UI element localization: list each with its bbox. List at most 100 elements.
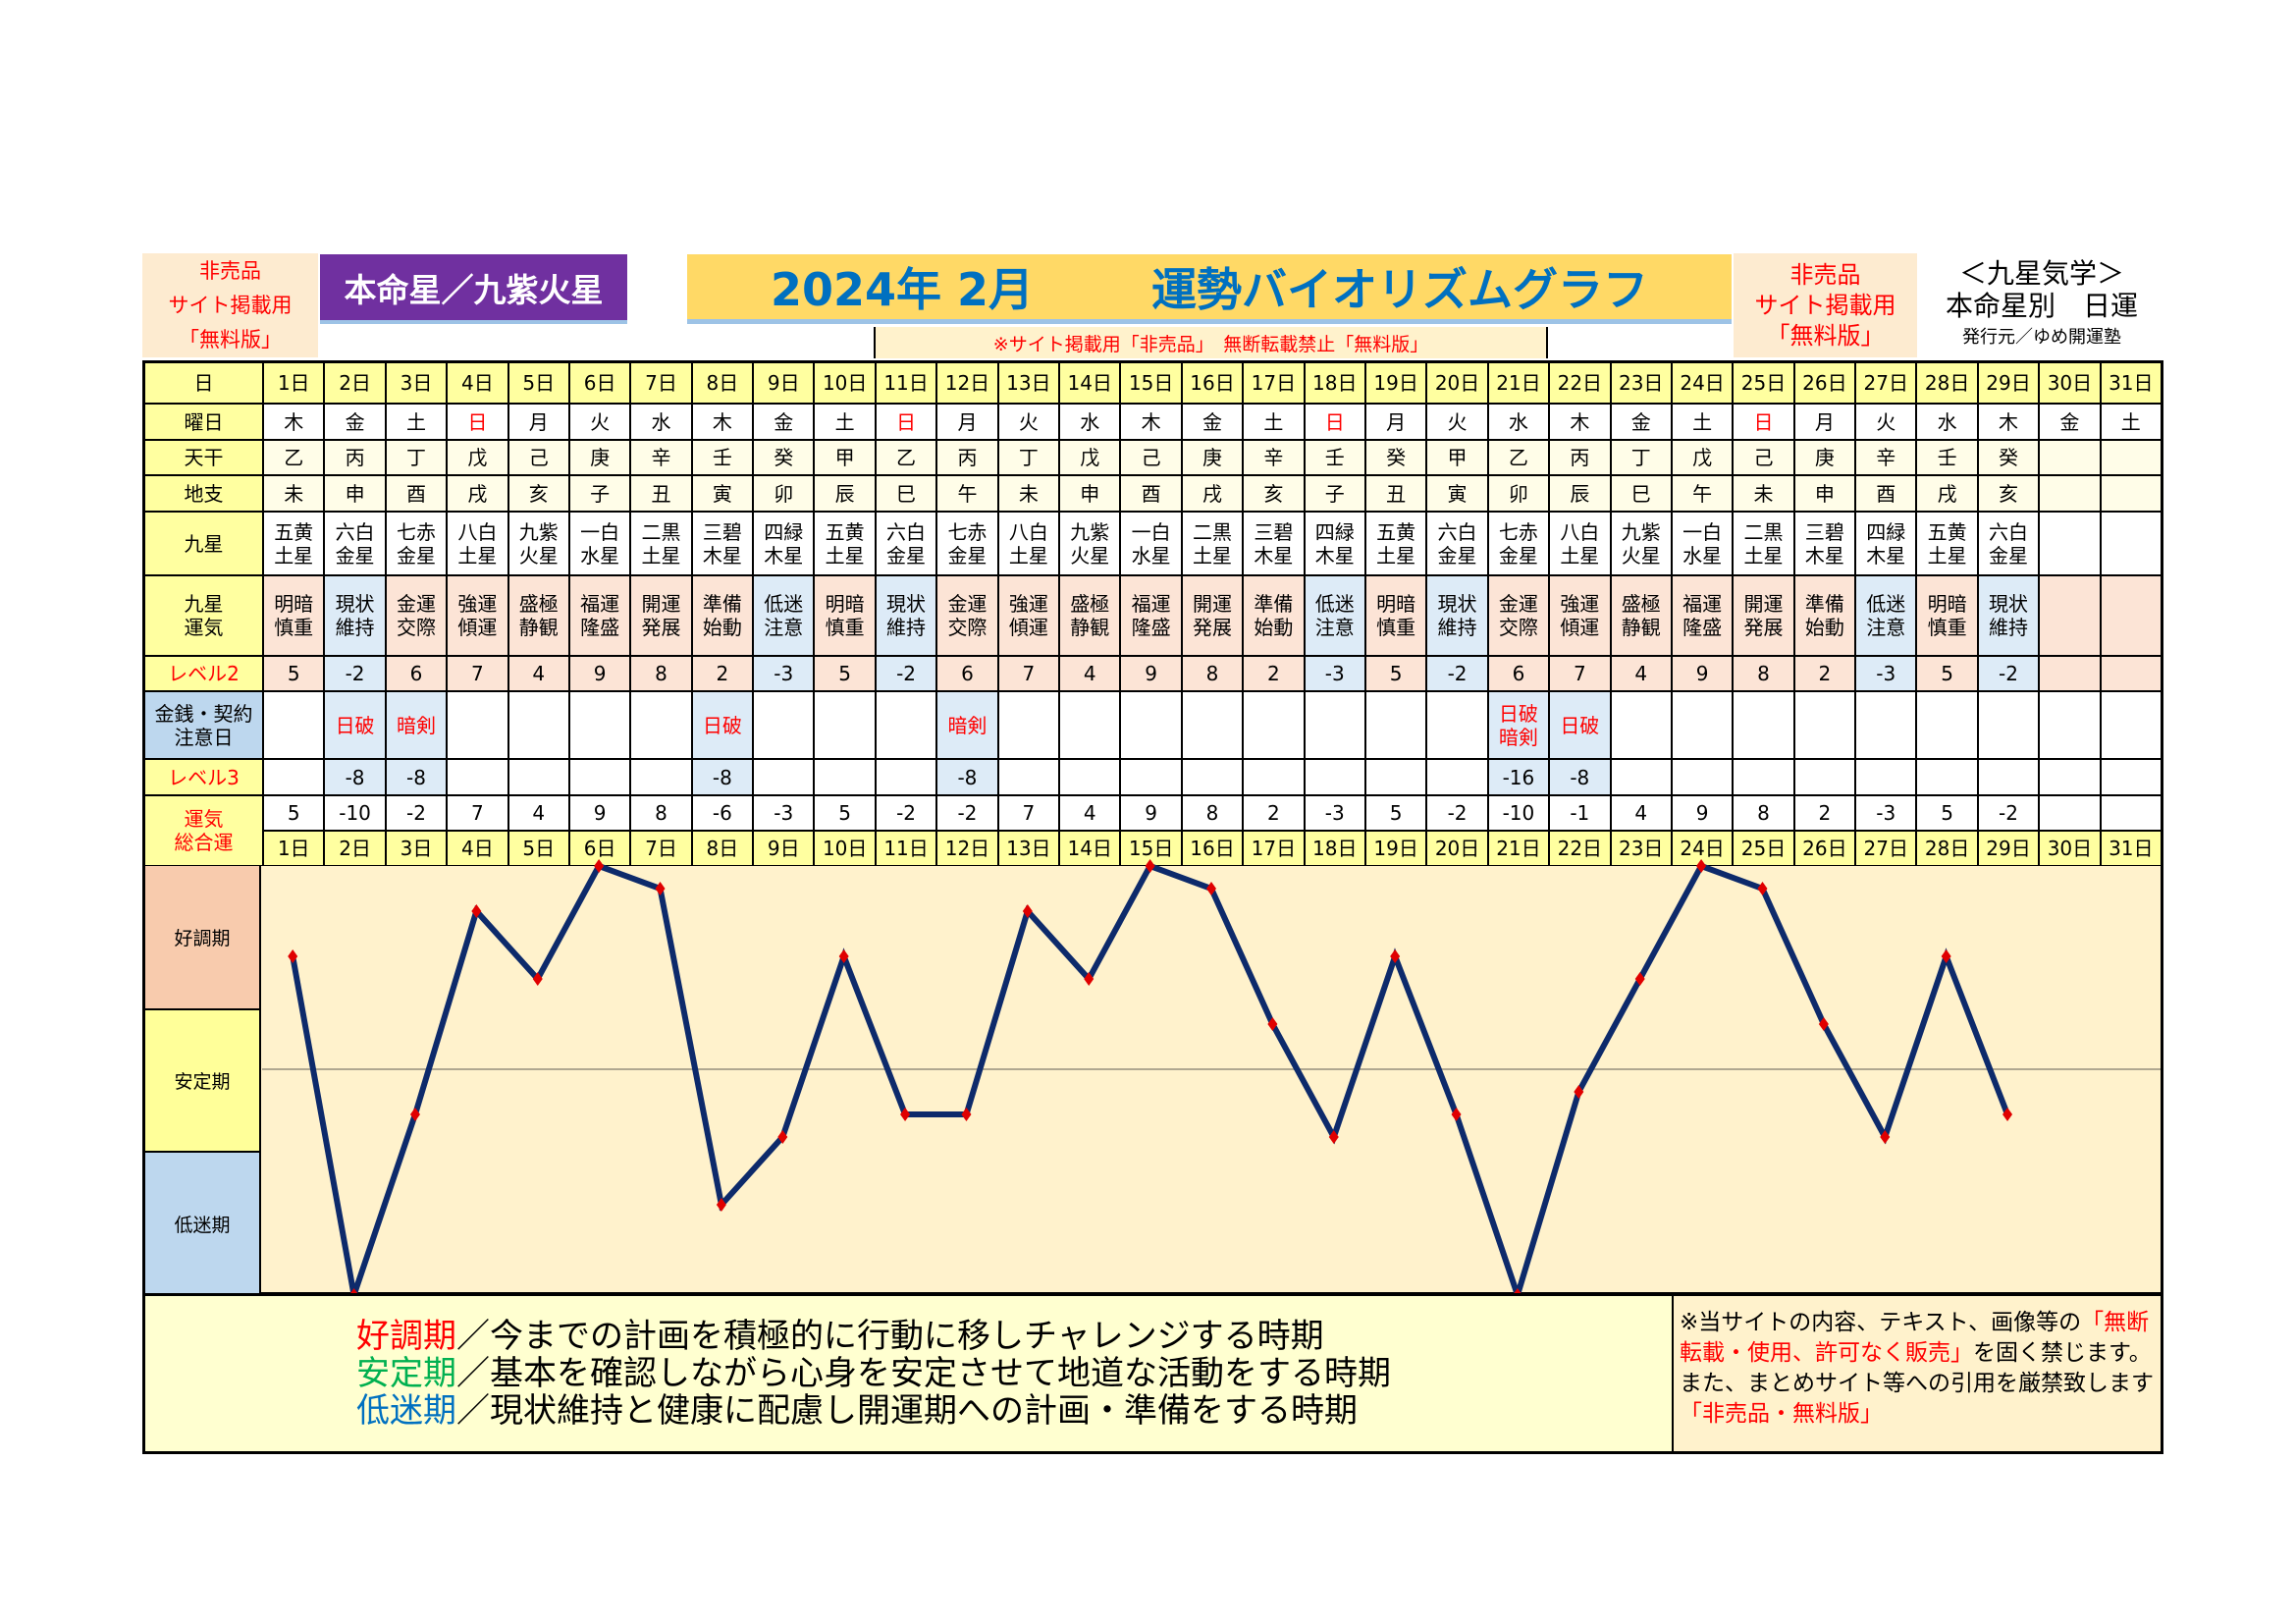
weekday-cell: 火 bbox=[1427, 405, 1487, 439]
day2-cell: 16日 bbox=[1182, 832, 1243, 865]
unki-cell: 金運 交際 bbox=[1488, 576, 1549, 655]
level3-cell bbox=[1672, 760, 1733, 794]
chishi-cell: 未 bbox=[1734, 476, 1793, 511]
band-stable: 安定期 bbox=[145, 1008, 261, 1151]
day-cell: 14日 bbox=[1060, 363, 1120, 403]
tenkan-cell: 丁 bbox=[386, 441, 447, 474]
weekday-cell: 木 bbox=[1978, 405, 2039, 439]
kyusei-cell: 八白 土星 bbox=[998, 513, 1059, 574]
kyusei-cell: 六白 金星 bbox=[876, 513, 936, 574]
total-cell: -3 bbox=[1305, 796, 1364, 830]
weekday-cell: 水 bbox=[631, 405, 691, 439]
money-cell bbox=[1734, 692, 1793, 758]
legend-item-good: 好調期／今までの計画を積極的に行動に移しチャレンジする時期 bbox=[356, 1318, 1391, 1355]
unki-cell: 準備 始動 bbox=[1244, 576, 1304, 655]
level3-cell: -8 bbox=[937, 760, 997, 794]
level3-cell bbox=[1917, 760, 1977, 794]
level3-cell bbox=[998, 760, 1059, 794]
weekday-cell: 月 bbox=[937, 405, 997, 439]
tenkan-cell: 癸 bbox=[754, 441, 814, 474]
kyusei-cell bbox=[2101, 513, 2161, 574]
level2-cell: 5 bbox=[1365, 657, 1426, 690]
kyusei-cell: 五黄 土星 bbox=[1917, 513, 1977, 574]
row-label-total: 運気 総合運 bbox=[145, 796, 262, 865]
total-cell: 5 bbox=[264, 796, 324, 830]
level3-cell: -8 bbox=[325, 760, 385, 794]
day2-cell: 12日 bbox=[937, 832, 997, 865]
data-point-9日 bbox=[777, 1130, 788, 1144]
chishi-cell bbox=[2040, 476, 2100, 511]
money-cell: 日破 暗剣 bbox=[1488, 692, 1549, 758]
total-cell: 8 bbox=[1182, 796, 1243, 830]
data-point-5日 bbox=[532, 972, 543, 986]
tenkan-cell: 庚 bbox=[1794, 441, 1855, 474]
chishi-cell: 酉 bbox=[386, 476, 447, 511]
legend-term: 安定期 bbox=[356, 1354, 456, 1393]
unki-cell: 現状 維持 bbox=[1978, 576, 2039, 655]
chishi-cell: 戌 bbox=[448, 476, 507, 511]
day2-cell: 11日 bbox=[876, 832, 936, 865]
kyusei-cell: 二黒 土星 bbox=[1734, 513, 1793, 574]
total-cell: 4 bbox=[1611, 796, 1671, 830]
level3-cell bbox=[1305, 760, 1364, 794]
day2-cell: 13日 bbox=[998, 832, 1059, 865]
money-cell: 日破 bbox=[692, 692, 753, 758]
tenkan-cell: 癸 bbox=[1365, 441, 1426, 474]
weekday-cell: 土 bbox=[386, 405, 447, 439]
day-cell: 15日 bbox=[1121, 363, 1181, 403]
unki-cell: 低迷 注意 bbox=[1856, 576, 1916, 655]
money-cell: 日破 bbox=[1550, 692, 1610, 758]
total-cell: -2 bbox=[1978, 796, 2039, 830]
money-cell bbox=[754, 692, 814, 758]
total-cell: -1 bbox=[1550, 796, 1610, 830]
level3-cell bbox=[1978, 760, 2039, 794]
level2-cell: -3 bbox=[754, 657, 814, 690]
unki-cell: 明暗 慎重 bbox=[815, 576, 875, 655]
level2-cell bbox=[2040, 657, 2100, 690]
money-cell bbox=[1794, 692, 1855, 758]
day2-cell: 30日 bbox=[2040, 832, 2100, 865]
row-label-chishi: 地支 bbox=[145, 476, 262, 511]
data-point-10日 bbox=[838, 949, 849, 963]
chishi-cell: 寅 bbox=[1427, 476, 1487, 511]
level3-cell bbox=[1794, 760, 1855, 794]
kyusei-cell: 七赤 金星 bbox=[386, 513, 447, 574]
publisher: 発行元／ゆめ開運塾 bbox=[1962, 327, 2121, 348]
kyusei-cell: 二黒 土星 bbox=[631, 513, 691, 574]
day2-cell: 17日 bbox=[1244, 832, 1304, 865]
level3-cell bbox=[569, 760, 630, 794]
data-point-4日 bbox=[471, 904, 482, 918]
kyusei-cell: 一白 水星 bbox=[1672, 513, 1733, 574]
unki-cell: 低迷 注意 bbox=[1305, 576, 1364, 655]
data-point-27日 bbox=[1880, 1130, 1891, 1144]
day-cell: 19日 bbox=[1365, 363, 1426, 403]
day-cell: 27日 bbox=[1856, 363, 1916, 403]
weekday-cell: 日 bbox=[876, 405, 936, 439]
level2-cell: 2 bbox=[1244, 657, 1304, 690]
total-cell: -2 bbox=[386, 796, 447, 830]
data-point-8日 bbox=[716, 1198, 726, 1212]
tenkan-cell bbox=[2040, 441, 2100, 474]
tenkan-cell: 辛 bbox=[1244, 441, 1304, 474]
level2-cell: 8 bbox=[631, 657, 691, 690]
total-cell: 4 bbox=[508, 796, 568, 830]
kyusei-cell: 三碧 木星 bbox=[1244, 513, 1304, 574]
day2-cell: 20日 bbox=[1427, 832, 1487, 865]
weekday-cell: 月 bbox=[1365, 405, 1426, 439]
money-cell bbox=[1427, 692, 1487, 758]
data-point-11日 bbox=[900, 1108, 911, 1121]
total-cell: 8 bbox=[1734, 796, 1793, 830]
right-subtitle: 本命星別 日運 bbox=[1945, 290, 2138, 322]
weekday-cell: 土 bbox=[2101, 405, 2161, 439]
kyusei-cell: 八白 土星 bbox=[1550, 513, 1610, 574]
unki-cell: 金運 交際 bbox=[386, 576, 447, 655]
day2-cell: 2日 bbox=[325, 832, 385, 865]
biorhythm-chart: 好調期 安定期 低迷期 bbox=[142, 859, 2163, 1307]
row-label-tenkan: 天干 bbox=[145, 441, 262, 474]
tenkan-cell: 丙 bbox=[325, 441, 385, 474]
total-cell: 9 bbox=[569, 796, 630, 830]
level3-cell bbox=[1365, 760, 1426, 794]
day-cell: 31日 bbox=[2101, 363, 2161, 403]
level3-cell: -8 bbox=[1550, 760, 1610, 794]
tenkan-cell: 壬 bbox=[1917, 441, 1977, 474]
